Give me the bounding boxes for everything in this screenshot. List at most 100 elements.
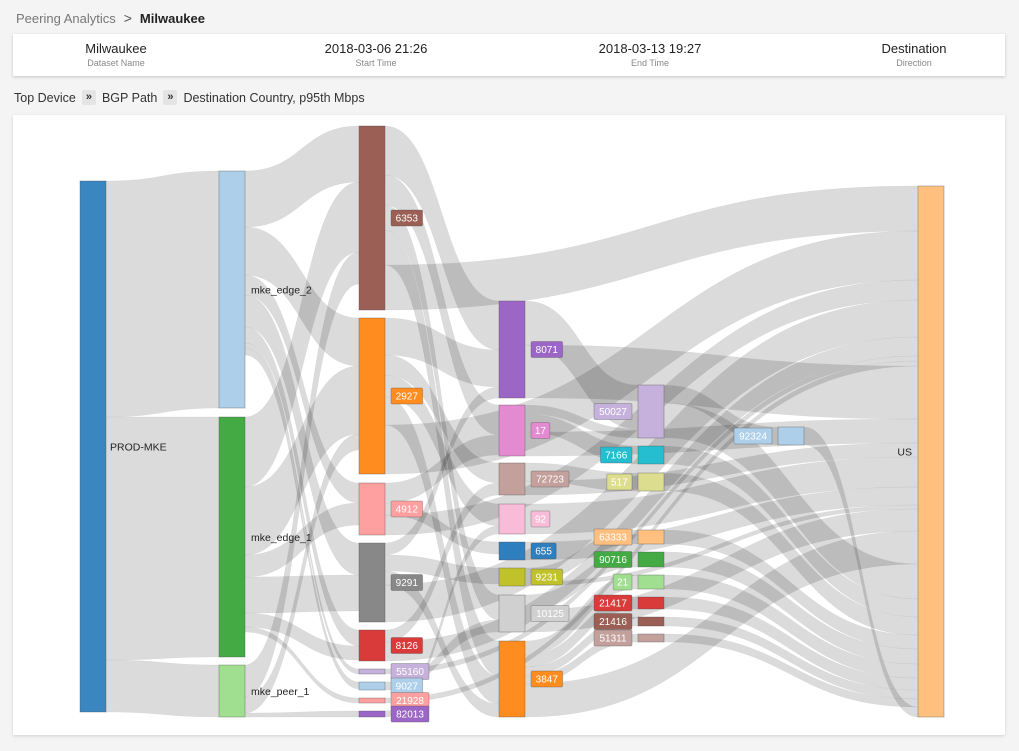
node-badge-50027 xyxy=(593,403,633,420)
breadcrumb-root-link[interactable]: Peering Analytics xyxy=(16,10,116,26)
node-label-21: 21 xyxy=(617,578,629,589)
node-badge-82013 xyxy=(390,705,430,723)
sankey-node-72723[interactable] xyxy=(498,462,526,496)
node-label-92324: 92324 xyxy=(739,432,767,443)
node-badge-10125 xyxy=(530,605,570,622)
sankey-node-2927[interactable] xyxy=(358,317,386,475)
node-badge-90716 xyxy=(593,551,633,568)
node-badge-8071 xyxy=(530,341,564,358)
sankey-link-prod-mke-to-mke-edge-2[interactable] xyxy=(105,170,220,418)
end-time-info: 2018-03-13 19:27 End Time xyxy=(599,41,702,68)
node-label-mke-edge-1: mke_edge_1 xyxy=(251,532,312,544)
sankey-node-21928[interactable] xyxy=(358,697,386,704)
sankey-node-55160[interactable] xyxy=(358,668,386,675)
sankey-node-prod-mke[interactable] xyxy=(79,180,107,713)
node-label-9291: 9291 xyxy=(396,578,419,589)
sankey-node-21[interactable] xyxy=(637,574,665,590)
sankey-node-9231[interactable] xyxy=(498,567,526,587)
node-label-mke-edge-2: mke_edge_2 xyxy=(251,285,312,297)
node-label-72723: 72723 xyxy=(536,475,564,486)
sankey-link-mke-peer-1-to-82013[interactable] xyxy=(244,710,360,718)
node-badge-9291 xyxy=(390,574,424,591)
sankey-node-9291[interactable] xyxy=(358,542,386,623)
sankey-node-8126[interactable] xyxy=(358,629,386,662)
sankey-link-prod-mke-to-mke-peer-1[interactable] xyxy=(105,659,220,718)
node-label-3847: 3847 xyxy=(536,675,559,686)
node-label-517: 517 xyxy=(611,478,628,489)
sankey-node-51311[interactable] xyxy=(637,633,665,643)
node-label-21416: 21416 xyxy=(599,617,627,628)
sankey-nodes xyxy=(79,125,945,718)
breadcrumb-current: Milwaukee xyxy=(139,10,205,26)
sankey-node-50027[interactable] xyxy=(637,384,665,439)
node-badge-517 xyxy=(606,473,633,491)
path-step-top-device[interactable]: Top Device xyxy=(14,90,76,105)
sankey-node-6353[interactable] xyxy=(358,125,386,311)
start-time-value: 2018-03-06 21:26 xyxy=(324,41,428,56)
direction-info: Destination Direction xyxy=(881,41,946,68)
sankey-node-92[interactable] xyxy=(498,503,526,535)
sankey-node-517[interactable] xyxy=(637,472,665,492)
dataset-name-label: Dataset Name xyxy=(87,58,145,68)
sankey-node-9027[interactable] xyxy=(358,681,386,691)
sankey-node-17[interactable] xyxy=(498,404,526,457)
node-label-8071: 8071 xyxy=(536,345,559,356)
sankey-node-3847[interactable] xyxy=(498,640,526,718)
sankey-node-10125[interactable] xyxy=(498,594,526,633)
node-label-55160: 55160 xyxy=(396,667,424,678)
sankey-labels: PROD-MKE mke_edge_2 mke_edge_1 mke_peer_1 63… xyxy=(110,209,912,723)
sankey-node-mke-peer-1[interactable] xyxy=(218,664,246,718)
sankey-chart[interactable]: PROD-MKE mke_edge_2 mke_edge_1 mke_peer_1 63… xyxy=(13,115,1005,735)
sankey-node-21416[interactable] xyxy=(637,616,665,627)
sankey-node-92324[interactable] xyxy=(777,426,805,446)
start-time-label: Start Time xyxy=(355,58,397,68)
node-label-prod-mke: PROD-MKE xyxy=(110,442,167,454)
node-label-7166: 7166 xyxy=(605,451,628,462)
node-badge-4912 xyxy=(390,500,424,518)
node-badge-8126 xyxy=(390,637,424,654)
sankey-node-7166[interactable] xyxy=(637,445,665,465)
node-badge-17 xyxy=(530,422,551,439)
sankey-node-21417[interactable] xyxy=(637,596,665,610)
sankey-node-655[interactable] xyxy=(498,541,526,561)
node-label-51311: 51311 xyxy=(599,634,627,645)
sankey-node-82013[interactable] xyxy=(358,710,386,718)
node-badge-7166 xyxy=(599,446,633,464)
sankey-node-mke-edge-2[interactable] xyxy=(218,170,246,409)
node-label-63333: 63333 xyxy=(599,533,627,544)
node-label-4912: 4912 xyxy=(396,505,419,516)
node-label-50027: 50027 xyxy=(599,407,627,418)
node-badge-63333 xyxy=(593,528,633,546)
path-step-destination-country[interactable]: Destination Country, p95th Mbps xyxy=(183,90,365,105)
dataset-info-card: Milwaukee Dataset Name 2018-03-06 21:26 … xyxy=(13,34,1005,76)
node-label-21417: 21417 xyxy=(599,599,627,610)
node-label-mke-peer-1: mke_peer_1 xyxy=(251,686,310,698)
end-time-label: End Time xyxy=(630,58,670,68)
sankey-chart-card: PROD-MKE mke_edge_2 mke_edge_1 mke_peer_1 63… xyxy=(13,115,1005,735)
sankey-node-us[interactable] xyxy=(917,185,945,718)
node-badge-92 xyxy=(530,510,551,528)
node-label-82013: 82013 xyxy=(396,710,424,721)
sankey-node-63333[interactable] xyxy=(637,529,665,545)
sankey-node-90716[interactable] xyxy=(637,551,665,568)
double-chevron-icon: » xyxy=(81,90,96,105)
sankey-node-mke-edge-1[interactable] xyxy=(218,416,246,658)
node-label-8126: 8126 xyxy=(396,641,419,652)
node-label-10125: 10125 xyxy=(536,609,564,620)
start-time-info: 2018-03-06 21:26 Start Time xyxy=(325,41,428,68)
node-label-us: US xyxy=(897,447,912,459)
sankey-node-4912[interactable] xyxy=(358,482,386,536)
node-label-9231: 9231 xyxy=(536,573,559,584)
direction-label: Direction xyxy=(896,58,932,68)
node-badge-655 xyxy=(530,542,557,560)
node-label-6353: 6353 xyxy=(396,214,419,225)
node-label-21928: 21928 xyxy=(396,696,424,707)
node-badge-9231 xyxy=(530,568,564,586)
path-step-bgp-path[interactable]: BGP Path xyxy=(101,90,158,105)
node-label-92: 92 xyxy=(535,515,547,526)
sankey-node-8071[interactable] xyxy=(498,300,526,399)
dataset-name-info: Milwaukee Dataset Name xyxy=(85,41,146,68)
direction-value: Destination xyxy=(881,41,947,56)
node-badge-51311 xyxy=(593,629,633,647)
node-label-655: 655 xyxy=(535,547,552,558)
